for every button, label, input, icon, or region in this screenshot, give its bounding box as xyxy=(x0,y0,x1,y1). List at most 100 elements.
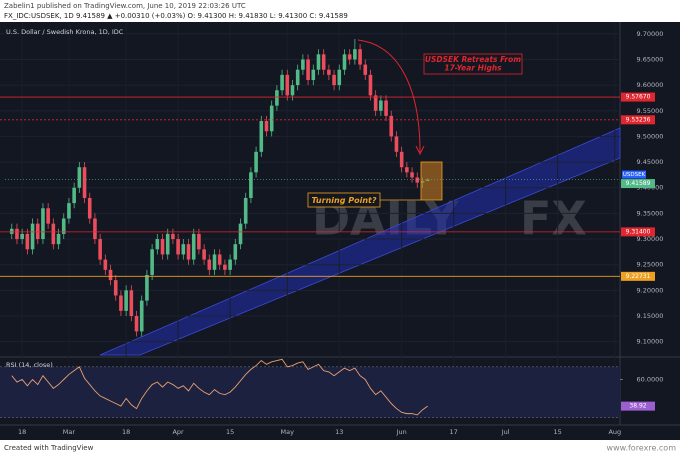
candle-body xyxy=(155,239,160,250)
candle-body xyxy=(181,244,186,255)
y-tick-label: 9.35000 xyxy=(637,209,664,217)
candle-body xyxy=(186,244,191,260)
candle-body xyxy=(139,300,144,332)
candle-body xyxy=(316,54,321,70)
candle-body xyxy=(321,54,326,70)
candle-body xyxy=(197,233,201,250)
candle-body xyxy=(212,254,217,270)
y-tick-label: 9.55000 xyxy=(637,107,664,115)
y-tick-label: 9.30000 xyxy=(637,235,664,243)
candle-body xyxy=(191,233,196,260)
symbol-line: FX_IDC:USDSEK, 1D 9.41589 ▲ +0.00310 (+0… xyxy=(4,12,348,20)
candle-body xyxy=(217,254,222,265)
footer-right: www.forexre.com xyxy=(607,444,677,453)
candle-body xyxy=(389,115,394,137)
candle-body xyxy=(405,167,409,173)
candle-body xyxy=(264,121,269,132)
x-tick-label: Apr xyxy=(172,428,184,436)
level-label: 9.57670 xyxy=(626,94,651,101)
x-tick-label: Mar xyxy=(63,428,76,436)
candle-body xyxy=(415,177,420,183)
candle-body xyxy=(410,172,414,178)
candle-body xyxy=(311,69,316,80)
candle-body xyxy=(150,249,154,275)
candle-body xyxy=(228,259,232,270)
footer-left: Created with TradingView xyxy=(4,444,94,452)
level-tag xyxy=(621,115,655,125)
candle-body xyxy=(129,290,134,317)
y-tick-label: 9.50000 xyxy=(637,132,664,140)
candle-body xyxy=(134,316,139,332)
x-tick-label: Aug xyxy=(608,428,621,436)
candle-body xyxy=(373,95,378,111)
level-label: 9.53236 xyxy=(626,116,651,123)
y-tick-label: 9.45000 xyxy=(637,158,664,166)
headline-box xyxy=(423,53,523,75)
level-tag xyxy=(621,92,655,102)
candle-body xyxy=(394,136,399,152)
candle-body xyxy=(368,74,373,96)
y-tick-label: 9.70000 xyxy=(637,30,664,38)
candle-body xyxy=(15,228,19,240)
candle-body xyxy=(384,100,388,116)
y-tick-label: 9.25000 xyxy=(637,261,664,269)
symbol-tag xyxy=(622,170,646,179)
candle-body xyxy=(56,233,61,245)
candle-body xyxy=(119,295,123,311)
candle-body xyxy=(25,233,30,250)
y-tick-label: 9.10000 xyxy=(637,338,664,346)
x-tick-label: Jun xyxy=(396,428,407,436)
y-tick-label: 9.15000 xyxy=(637,312,664,320)
candle-body xyxy=(223,264,227,270)
candle-body xyxy=(124,290,128,311)
candle-body xyxy=(285,74,290,96)
candle-body xyxy=(399,151,404,168)
candle-body xyxy=(233,244,238,260)
note-box xyxy=(307,192,381,208)
candle-body xyxy=(290,85,295,96)
candle-body xyxy=(171,233,175,240)
candle-body xyxy=(51,223,56,245)
y-tick-label: 9.20000 xyxy=(637,286,664,294)
candle-body xyxy=(30,223,35,250)
x-tick-label: May xyxy=(281,428,295,436)
level-tag xyxy=(621,227,655,237)
candle-body xyxy=(82,167,87,198)
x-tick-label: 15 xyxy=(226,428,234,436)
turning-box xyxy=(420,161,443,201)
header-bg xyxy=(0,0,680,22)
candle-body xyxy=(41,208,45,240)
candle-body xyxy=(9,228,14,234)
candle-body xyxy=(275,90,279,106)
candle-body xyxy=(327,69,331,75)
candle-body xyxy=(295,69,300,86)
candle-body xyxy=(87,197,92,219)
x-tick-label: 18 xyxy=(122,428,130,436)
candle-body xyxy=(207,259,212,270)
note: Turning Point? xyxy=(312,196,377,205)
x-tick-label: Jul xyxy=(501,428,510,436)
candle-body xyxy=(363,64,368,75)
x-tick-label: 18 xyxy=(18,428,26,436)
symbol-label: USDSEK xyxy=(623,172,646,178)
footer-bg xyxy=(0,440,680,456)
level-label: 9.31400 xyxy=(626,228,651,235)
candle-body xyxy=(113,280,118,296)
chart-title: U.S. Dollar / Swedish Krona, 1D, IDC xyxy=(6,28,124,36)
candle-body xyxy=(243,197,248,224)
rsi-line xyxy=(11,358,428,416)
candle-body xyxy=(145,274,149,301)
headline-line: USDSEK Retreats From xyxy=(425,55,521,64)
candle-body xyxy=(20,233,24,240)
y-tick-label: 9.65000 xyxy=(637,55,664,63)
candle-body xyxy=(358,49,362,65)
candle-body xyxy=(61,218,66,234)
candle-body xyxy=(238,223,243,245)
candle-body xyxy=(249,172,253,198)
rsi-band-fill xyxy=(0,366,620,418)
candle-body xyxy=(103,259,108,270)
candle-body xyxy=(98,239,102,260)
x-tick-label: 15 xyxy=(553,428,561,436)
candle-body xyxy=(77,167,82,188)
